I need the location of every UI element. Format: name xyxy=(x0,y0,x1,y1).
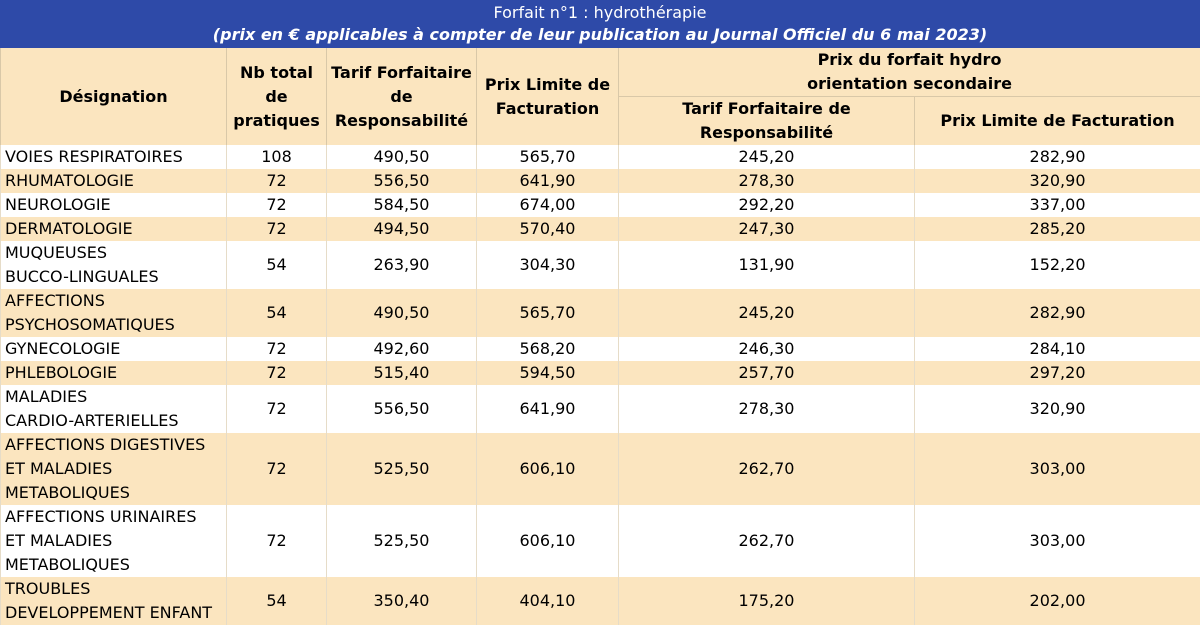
cell-prix-limite: 565,70 xyxy=(477,145,619,169)
cell-sec-prix: 202,00 xyxy=(915,577,1200,625)
cell-tarif: 490,50 xyxy=(327,289,477,337)
cell-sec-tarif: 245,20 xyxy=(619,145,915,169)
cell-tarif: 263,90 xyxy=(327,241,477,289)
cell-sec-tarif: 262,70 xyxy=(619,505,915,577)
cell-prix-limite: 641,90 xyxy=(477,169,619,193)
cell-designation: PHLEBOLOGIE xyxy=(1,361,227,385)
cell-nb-total: 72 xyxy=(227,193,327,217)
cell-prix-limite: 641,90 xyxy=(477,385,619,433)
table-subtitle: (prix en € applicables à compter de leur… xyxy=(0,24,1200,46)
cell-sec-prix: 303,00 xyxy=(915,433,1200,505)
cell-tarif: 584,50 xyxy=(327,193,477,217)
col-header-secondary-group: Prix du forfait hydro orientation second… xyxy=(619,48,1200,97)
cell-nb-total: 72 xyxy=(227,217,327,241)
cell-nb-total: 72 xyxy=(227,433,327,505)
cell-prix-limite: 565,70 xyxy=(477,289,619,337)
cell-prix-limite: 606,10 xyxy=(477,433,619,505)
col-header-tarif: Tarif Forfaitaire de Responsabilité xyxy=(327,48,477,145)
cell-designation: NEUROLOGIE xyxy=(1,193,227,217)
cell-nb-total: 72 xyxy=(227,385,327,433)
cell-designation: RHUMATOLOGIE xyxy=(1,169,227,193)
cell-sec-tarif: 131,90 xyxy=(619,241,915,289)
cell-sec-tarif: 257,70 xyxy=(619,361,915,385)
cell-nb-total: 72 xyxy=(227,337,327,361)
cell-nb-total: 72 xyxy=(227,361,327,385)
cell-sec-tarif: 292,20 xyxy=(619,193,915,217)
cell-sec-prix: 282,90 xyxy=(915,145,1200,169)
cell-tarif: 556,50 xyxy=(327,385,477,433)
cell-tarif: 525,50 xyxy=(327,505,477,577)
cell-designation: VOIES RESPIRATOIRES xyxy=(1,145,227,169)
cell-sec-prix: 320,90 xyxy=(915,169,1200,193)
cell-sec-prix: 282,90 xyxy=(915,289,1200,337)
cell-designation: GYNECOLOGIE xyxy=(1,337,227,361)
cell-prix-limite: 594,50 xyxy=(477,361,619,385)
col-header-prix-limite: Prix Limite de Facturation xyxy=(477,48,619,145)
cell-sec-prix: 297,20 xyxy=(915,361,1200,385)
cell-tarif: 350,40 xyxy=(327,577,477,625)
col-header-sec-prix: Prix Limite de Facturation xyxy=(915,97,1200,146)
cell-nb-total: 72 xyxy=(227,505,327,577)
cell-nb-total: 108 xyxy=(227,145,327,169)
cell-prix-limite: 568,20 xyxy=(477,337,619,361)
col-header-sec-tarif: Tarif Forfaitaire de Responsabilité xyxy=(619,97,915,146)
cell-designation: DERMATOLOGIE xyxy=(1,217,227,241)
cell-sec-prix: 152,20 xyxy=(915,241,1200,289)
cell-tarif: 490,50 xyxy=(327,145,477,169)
col-header-nb-total: Nb total de pratiques xyxy=(227,48,327,145)
cell-sec-tarif: 246,30 xyxy=(619,337,915,361)
cell-prix-limite: 570,40 xyxy=(477,217,619,241)
cell-nb-total: 54 xyxy=(227,289,327,337)
cell-sec-prix: 320,90 xyxy=(915,385,1200,433)
cell-sec-tarif: 245,20 xyxy=(619,289,915,337)
cell-sec-tarif: 278,30 xyxy=(619,385,915,433)
cell-sec-tarif: 175,20 xyxy=(619,577,915,625)
cell-sec-tarif: 278,30 xyxy=(619,169,915,193)
cell-tarif: 525,50 xyxy=(327,433,477,505)
tariff-table: Désignation Nb total de pratiques Tarif … xyxy=(0,48,1200,625)
cell-prix-limite: 606,10 xyxy=(477,505,619,577)
cell-sec-prix: 284,10 xyxy=(915,337,1200,361)
cell-nb-total: 54 xyxy=(227,241,327,289)
cell-prix-limite: 404,10 xyxy=(477,577,619,625)
cell-tarif: 515,40 xyxy=(327,361,477,385)
cell-sec-prix: 337,00 xyxy=(915,193,1200,217)
cell-sec-prix: 285,20 xyxy=(915,217,1200,241)
cell-tarif: 556,50 xyxy=(327,169,477,193)
cell-tarif: 492,60 xyxy=(327,337,477,361)
table-title: Forfait n°1 : hydrothérapie xyxy=(0,2,1200,24)
title-bar: Forfait n°1 : hydrothérapie (prix en € a… xyxy=(0,0,1200,48)
cell-nb-total: 72 xyxy=(227,169,327,193)
cell-prix-limite: 304,30 xyxy=(477,241,619,289)
cell-sec-prix: 303,00 xyxy=(915,505,1200,577)
col-header-designation: Désignation xyxy=(1,48,227,145)
cell-prix-limite: 674,00 xyxy=(477,193,619,217)
cell-nb-total: 54 xyxy=(227,577,327,625)
cell-sec-tarif: 247,30 xyxy=(619,217,915,241)
cell-sec-tarif: 262,70 xyxy=(619,433,915,505)
cell-tarif: 494,50 xyxy=(327,217,477,241)
